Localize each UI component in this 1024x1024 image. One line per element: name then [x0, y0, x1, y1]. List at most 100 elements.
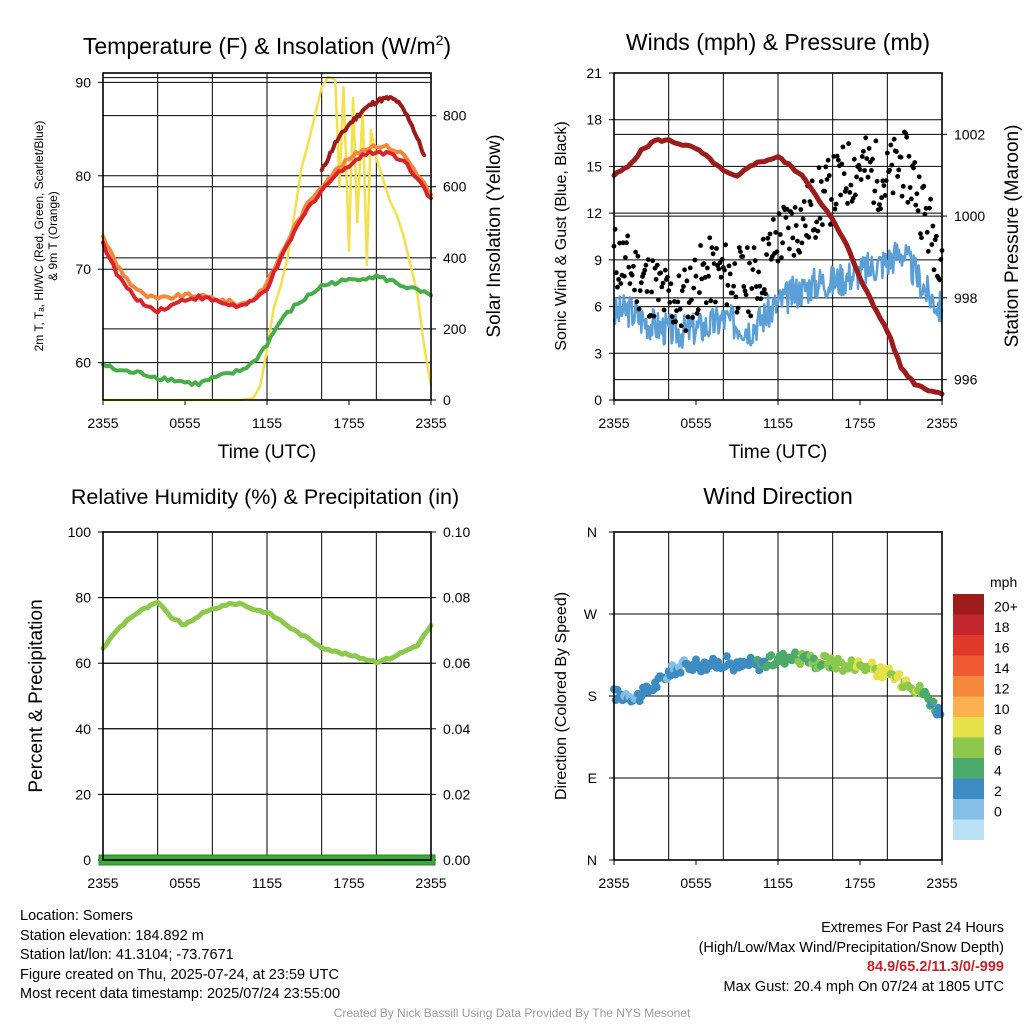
legend-swatch [953, 778, 984, 799]
gust-point [847, 190, 853, 195]
y-tick-label: 90 [75, 74, 91, 90]
y-tick-label: 80 [75, 168, 91, 184]
gust-point [761, 287, 767, 292]
gust-point [858, 177, 864, 182]
gust-point [800, 216, 806, 222]
y-axis-title: Direction (Colored By Speed) [553, 592, 570, 800]
gust-point [673, 319, 678, 324]
gust-point [765, 235, 771, 241]
y-tick-label: 70 [75, 261, 91, 277]
plot-border [613, 531, 943, 861]
y2-tick-label: 1002 [954, 126, 985, 142]
y2-tick-label: 0.04 [443, 721, 470, 737]
credit-line: Created By Nick Bassill Using Data Provi… [333, 1006, 691, 1020]
gust-point [727, 271, 733, 277]
y-tick-label: 20 [75, 786, 91, 802]
gust-point [685, 314, 691, 320]
y2-axis-title: Station Pressure (Maroon) [1002, 125, 1023, 348]
gust-point [903, 130, 908, 136]
gust-point [883, 178, 889, 184]
legend-label: 8 [994, 722, 1002, 738]
gust-point [695, 307, 701, 313]
gust-point [627, 281, 633, 286]
gust-point [637, 288, 643, 293]
direction-point [847, 656, 856, 665]
legend-label: 16 [994, 640, 1010, 656]
gust-point [851, 156, 857, 162]
y-tick-label: E [588, 770, 597, 786]
gust-point [651, 313, 657, 319]
gust-point [736, 245, 742, 251]
gust-point [915, 208, 921, 214]
gust-point [864, 156, 870, 162]
created-text: Figure created on Thu, 2025-07-24, at 23… [20, 966, 339, 983]
gust-point [853, 192, 858, 198]
gust-point [631, 263, 636, 269]
gust-point [701, 261, 707, 266]
legend-swatch [953, 696, 984, 717]
gust-point [912, 160, 918, 165]
direction-point [676, 668, 685, 677]
gust-point [740, 254, 746, 259]
y2-tick-label: 0.08 [443, 590, 470, 606]
gust-point [798, 207, 804, 212]
gust-point [881, 183, 887, 189]
gust-point [792, 205, 798, 210]
gust-point [817, 216, 823, 221]
max-gust-text: Max Gust: 20.4 mph On 07/24 at 1805 UTC [723, 978, 1004, 995]
gust-point [706, 273, 711, 279]
gust-point [879, 195, 884, 201]
gust-point [907, 185, 913, 190]
gust-point [898, 154, 904, 160]
y2-tick-label: 0.00 [443, 852, 470, 868]
gust-point [779, 255, 784, 260]
gust-point [710, 251, 716, 257]
gust-point [888, 142, 894, 148]
x-tick-label: 2355 [598, 415, 629, 431]
gust-point [669, 314, 675, 320]
legend-label: 0 [994, 804, 1002, 820]
y-axis-title: Percent & Precipitation [26, 599, 47, 792]
legend-swatch [953, 819, 984, 840]
gust-point [625, 233, 631, 239]
x-tick-label: 2355 [926, 415, 957, 431]
gust-point [905, 199, 911, 205]
direction-point [688, 666, 697, 675]
gust-point [833, 201, 839, 207]
gust-point [865, 174, 871, 180]
direction-point [929, 697, 938, 706]
y-tick-label: 3 [594, 345, 602, 361]
gust-point [843, 186, 849, 192]
x-tick-label: 0555 [169, 415, 200, 431]
gust-point [684, 278, 690, 284]
y-tick-label: 0 [594, 392, 602, 408]
gust-point [722, 267, 727, 273]
gust-point [895, 174, 900, 179]
gust-point [650, 258, 656, 264]
y-tick-label: N [587, 852, 597, 868]
gust-point [687, 265, 693, 271]
y2-tick-label: 1000 [954, 208, 985, 224]
gust-point [629, 272, 635, 278]
gust-point [632, 287, 637, 293]
gust-point [890, 190, 896, 196]
legend-swatch [953, 594, 984, 615]
gust-point [713, 299, 718, 305]
direction-point [780, 659, 789, 668]
gust-point [928, 196, 933, 202]
gust-point [703, 300, 709, 306]
gust-point [862, 168, 867, 173]
direction-point [652, 683, 661, 692]
gust-point [734, 309, 740, 315]
chart-title: Relative Humidity (%) & Precipitation (i… [71, 485, 459, 509]
title-main: Temperature (F) & Insolation (W/m [83, 33, 436, 59]
gust-point [733, 294, 739, 300]
gust-point [774, 249, 780, 255]
gust-point [889, 162, 895, 168]
gust-point [638, 280, 644, 286]
gust-point [866, 146, 872, 151]
gust-point [642, 267, 648, 273]
gust-point [937, 277, 943, 283]
gust-point [813, 235, 818, 240]
plot-border [102, 72, 432, 401]
